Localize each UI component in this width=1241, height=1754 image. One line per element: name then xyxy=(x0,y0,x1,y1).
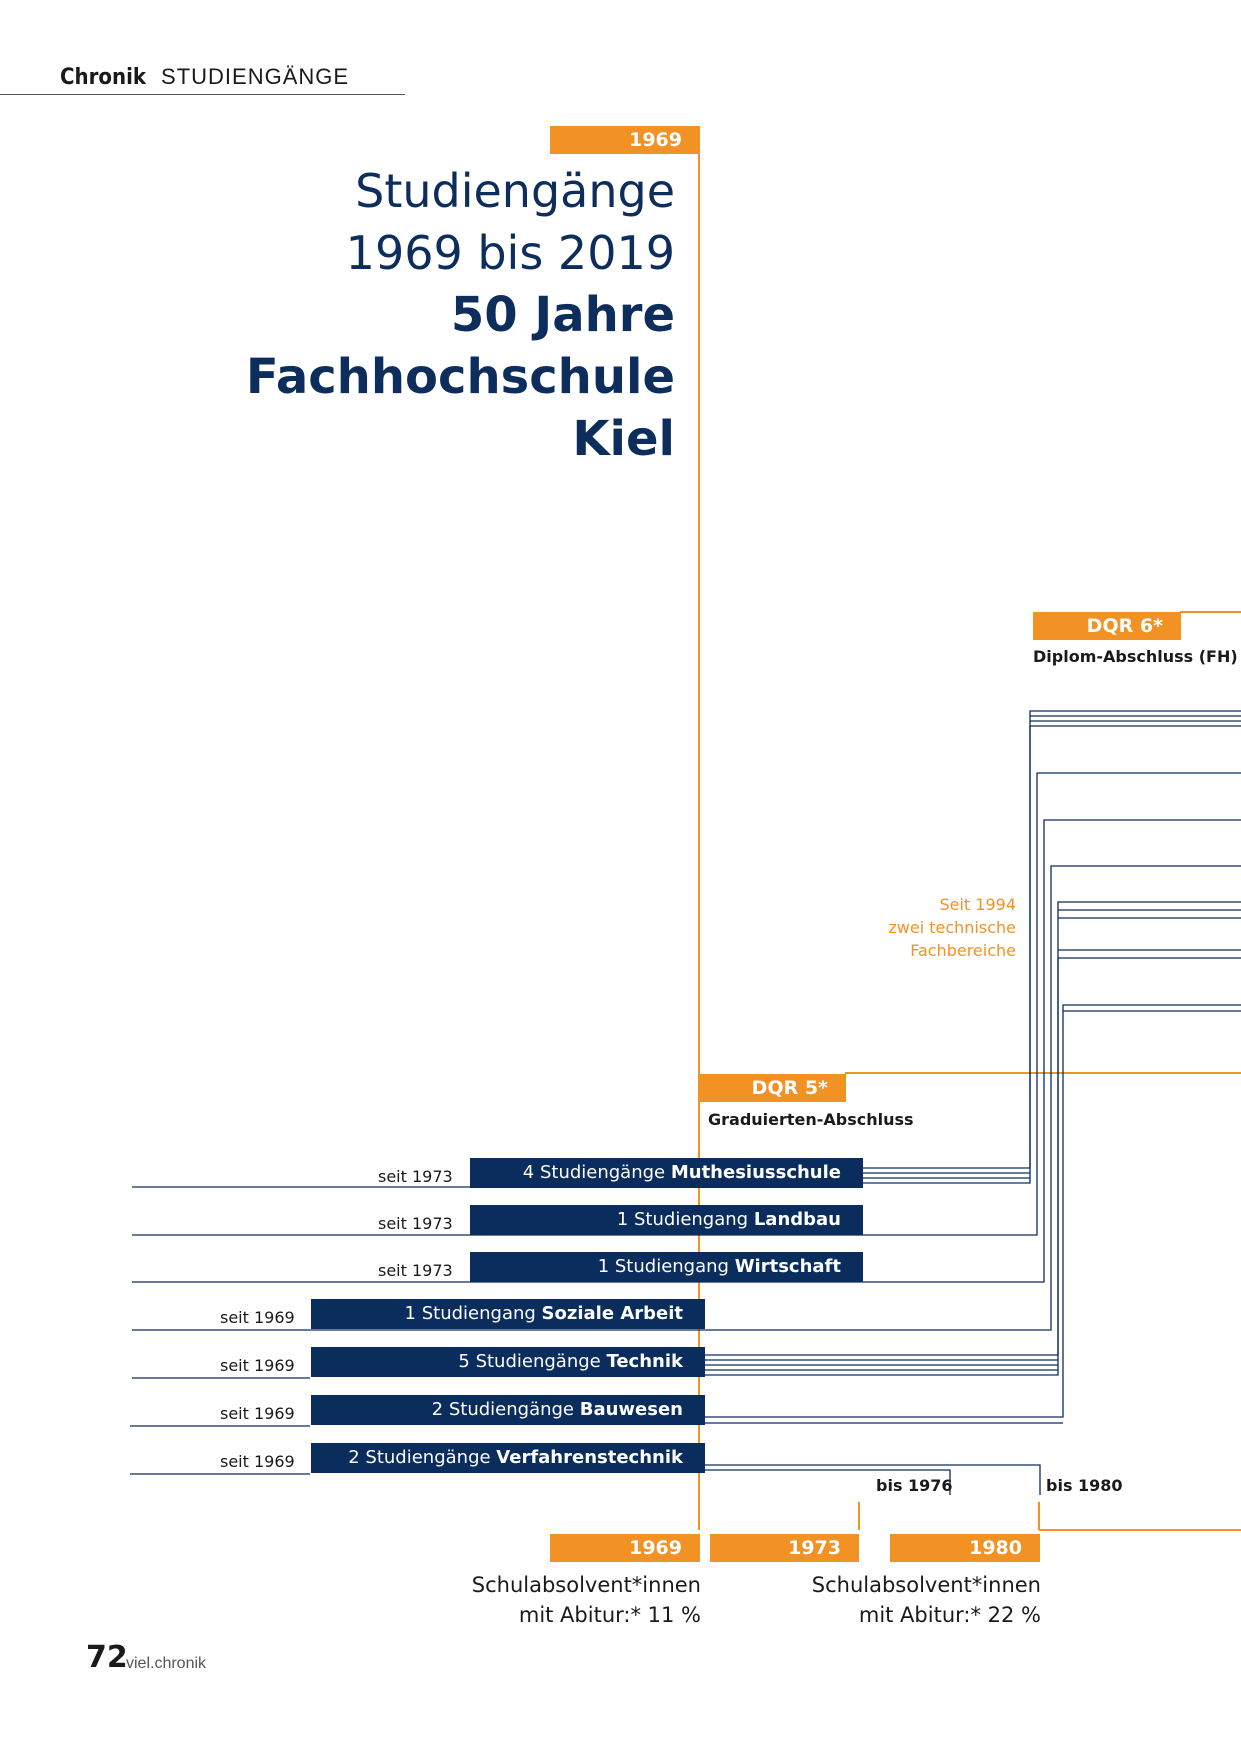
bauwesen-connector xyxy=(130,1004,1241,1427)
program-bar-soziale-arbeit: 1 Studiengang Soziale Arbeit xyxy=(311,1299,705,1329)
program-count: 5 Studiengänge xyxy=(458,1351,607,1372)
since-label: seit 1969 xyxy=(220,1452,295,1471)
program-name: Landbau xyxy=(753,1209,841,1230)
program-bar-muthesiusschule: 4 Studiengänge Muthesiusschule xyxy=(470,1158,863,1188)
since-label: seit 1969 xyxy=(220,1404,295,1423)
year-tab-1980: 1980 xyxy=(890,1534,1040,1562)
abitur-label: Schulabsolvent*innen xyxy=(471,1573,701,1597)
dqr5-subtitle: Graduierten-Abschluss xyxy=(708,1110,914,1129)
program-bar-landbau: 1 Studiengang Landbau xyxy=(470,1205,863,1235)
dqr6-subtitle: Diplom-Abschluss (FH) xyxy=(1033,647,1238,666)
program-count: 2 Studiengänge xyxy=(431,1399,580,1420)
year-tab-1973: 1973 xyxy=(710,1534,859,1562)
note-1994-line-3: Fachbereiche xyxy=(910,941,1016,960)
muthesius-connector xyxy=(132,710,1241,1188)
abitur-value: mit Abitur:* 22 % xyxy=(858,1603,1041,1627)
program-bar-bauwesen: 2 Studiengänge Bauwesen xyxy=(311,1395,705,1425)
program-name: Soziale Arbeit xyxy=(541,1303,683,1324)
abitur-stat-1980: Schulabsolvent*innen mit Abitur:* 22 % xyxy=(812,1570,1041,1630)
publication-name: viel.chronik xyxy=(126,1655,207,1672)
since-label: seit 1973 xyxy=(378,1167,453,1186)
program-bar-technik: 5 Studiengänge Technik xyxy=(311,1347,705,1377)
title-line-3: 50 Jahre xyxy=(450,287,675,343)
year-tab-1969: 1969 xyxy=(550,1534,700,1562)
program-name: Technik xyxy=(606,1351,683,1372)
title-line-2: 1969 bis 2019 xyxy=(345,226,675,280)
since-label: seit 1969 xyxy=(220,1308,295,1327)
section-label: Chronik xyxy=(60,65,147,90)
header-rule xyxy=(0,94,405,95)
program-count: 1 Studiengang xyxy=(616,1209,754,1230)
since-label: seit 1969 xyxy=(220,1356,295,1375)
since-label: seit 1973 xyxy=(378,1214,453,1233)
program-count: 1 Studiengang xyxy=(597,1256,735,1277)
abitur-value: mit Abitur:* 11 % xyxy=(518,1603,701,1627)
dqr5-tab: DQR 5* xyxy=(699,1074,846,1102)
page-number: 72 xyxy=(86,1640,128,1675)
note-1994-line-2: zwei technische xyxy=(888,918,1016,937)
end-label-1976: bis 1976 xyxy=(876,1476,953,1495)
verfahrenstechnik-connector xyxy=(130,1464,1041,1495)
program-name: Verfahrenstechnik xyxy=(496,1447,683,1468)
page-title: Studiengänge 1969 bis 2019 50 Jahre Fach… xyxy=(246,160,675,470)
section-header: Chronik STUDIENGÄNGE xyxy=(60,64,349,90)
title-line-4: Fachhochschule xyxy=(245,349,675,405)
program-name: Bauwesen xyxy=(579,1399,683,1420)
title-line-5: Kiel xyxy=(572,411,675,467)
end-label-1980: bis 1980 xyxy=(1046,1476,1123,1495)
landbau-connector xyxy=(132,772,1241,1236)
note-1994: Seit 1994 zwei technische Fachbereiche xyxy=(888,893,1016,962)
note-1994-line-1: Seit 1994 xyxy=(939,895,1016,914)
program-name: Wirtschaft xyxy=(734,1256,841,1277)
abitur-stat-1969: Schulabsolvent*innen mit Abitur:* 11 % xyxy=(472,1570,701,1630)
program-name: Muthesiusschule xyxy=(670,1162,841,1183)
program-count: 4 Studiengänge xyxy=(522,1162,671,1183)
program-count: 2 Studiengänge xyxy=(348,1447,497,1468)
title-line-1: Studiengänge xyxy=(355,164,675,218)
wirtschaft-connector xyxy=(132,819,1241,1283)
program-count: 1 Studiengang xyxy=(404,1303,542,1324)
year-tab-1969-top: 1969 xyxy=(550,126,700,154)
dqr6-tab: DQR 6* xyxy=(1033,612,1181,640)
abitur-label: Schulabsolvent*innen xyxy=(811,1573,1041,1597)
technik-connector xyxy=(132,901,1241,1379)
soziale-arbeit-connector xyxy=(132,865,1241,1331)
topic-label: STUDIENGÄNGE xyxy=(161,64,350,89)
program-bar-verfahrenstechnik: 2 Studiengänge Verfahrenstechnik xyxy=(311,1443,705,1473)
program-bar-wirtschaft: 1 Studiengang Wirtschaft xyxy=(470,1252,863,1282)
since-label: seit 1973 xyxy=(378,1261,453,1280)
